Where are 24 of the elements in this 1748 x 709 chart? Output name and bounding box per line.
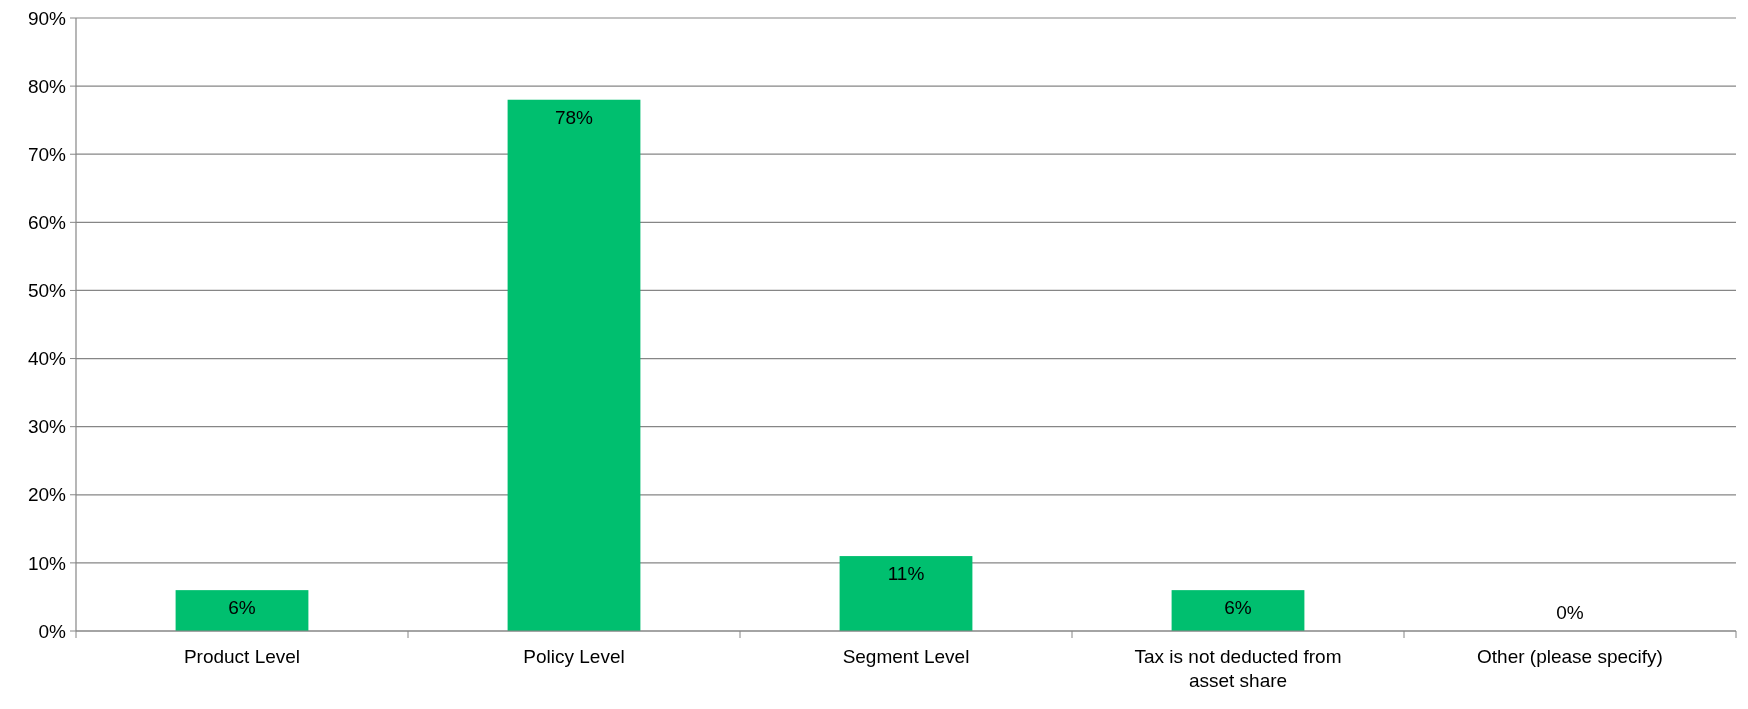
data-label: 0%: [1556, 602, 1584, 623]
x-tick-label: Tax is not deducted from asset share: [1134, 646, 1342, 691]
x-tick-label: Other (please specify): [1477, 646, 1663, 667]
y-tick-label: 10%: [27, 552, 67, 574]
bar: [175, 590, 309, 631]
bar: [1171, 590, 1305, 631]
y-tick-label: 30%: [27, 416, 67, 438]
y-tick-label: 70%: [27, 143, 67, 165]
data-label: 6%: [228, 597, 256, 619]
y-tick-label: 90%: [27, 7, 67, 29]
y-tick-label: 0%: [38, 620, 67, 642]
x-tick-label: Policy Level: [523, 646, 625, 667]
x-tick-label: Segment Level: [842, 646, 970, 667]
y-tick-label: 20%: [27, 484, 67, 506]
x-tick-label: Product Level: [183, 646, 301, 667]
y-tick-label: 60%: [27, 211, 67, 233]
bar: [507, 99, 641, 631]
y-tick-label: 80%: [27, 75, 67, 97]
y-tick-label: 40%: [27, 348, 67, 370]
y-tick-label: 50%: [27, 280, 67, 302]
data-label: 11%: [887, 563, 925, 585]
bar: [839, 556, 973, 631]
data-label: 78%: [554, 106, 594, 128]
data-label: 6%: [1224, 597, 1252, 619]
